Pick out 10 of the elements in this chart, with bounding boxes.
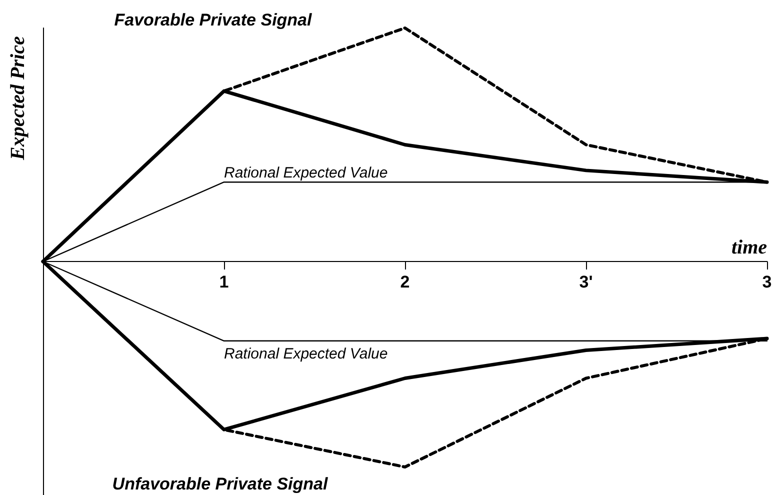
x-tick-label: 1 — [219, 272, 229, 292]
annotation: Rational Expected Value — [224, 345, 388, 362]
x-tick-label: 3 — [762, 272, 772, 292]
annotation: Favorable Private Signal — [114, 10, 314, 30]
x-tick-label: 2 — [400, 272, 410, 292]
x-tick-label: 3' — [579, 272, 593, 292]
annotation: Rational Expected Value — [224, 164, 388, 182]
x-axis-title: time — [731, 236, 768, 258]
y-axis-title: Expected Price — [7, 36, 29, 161]
text: Unfavorable Private Signal — [112, 474, 329, 494]
